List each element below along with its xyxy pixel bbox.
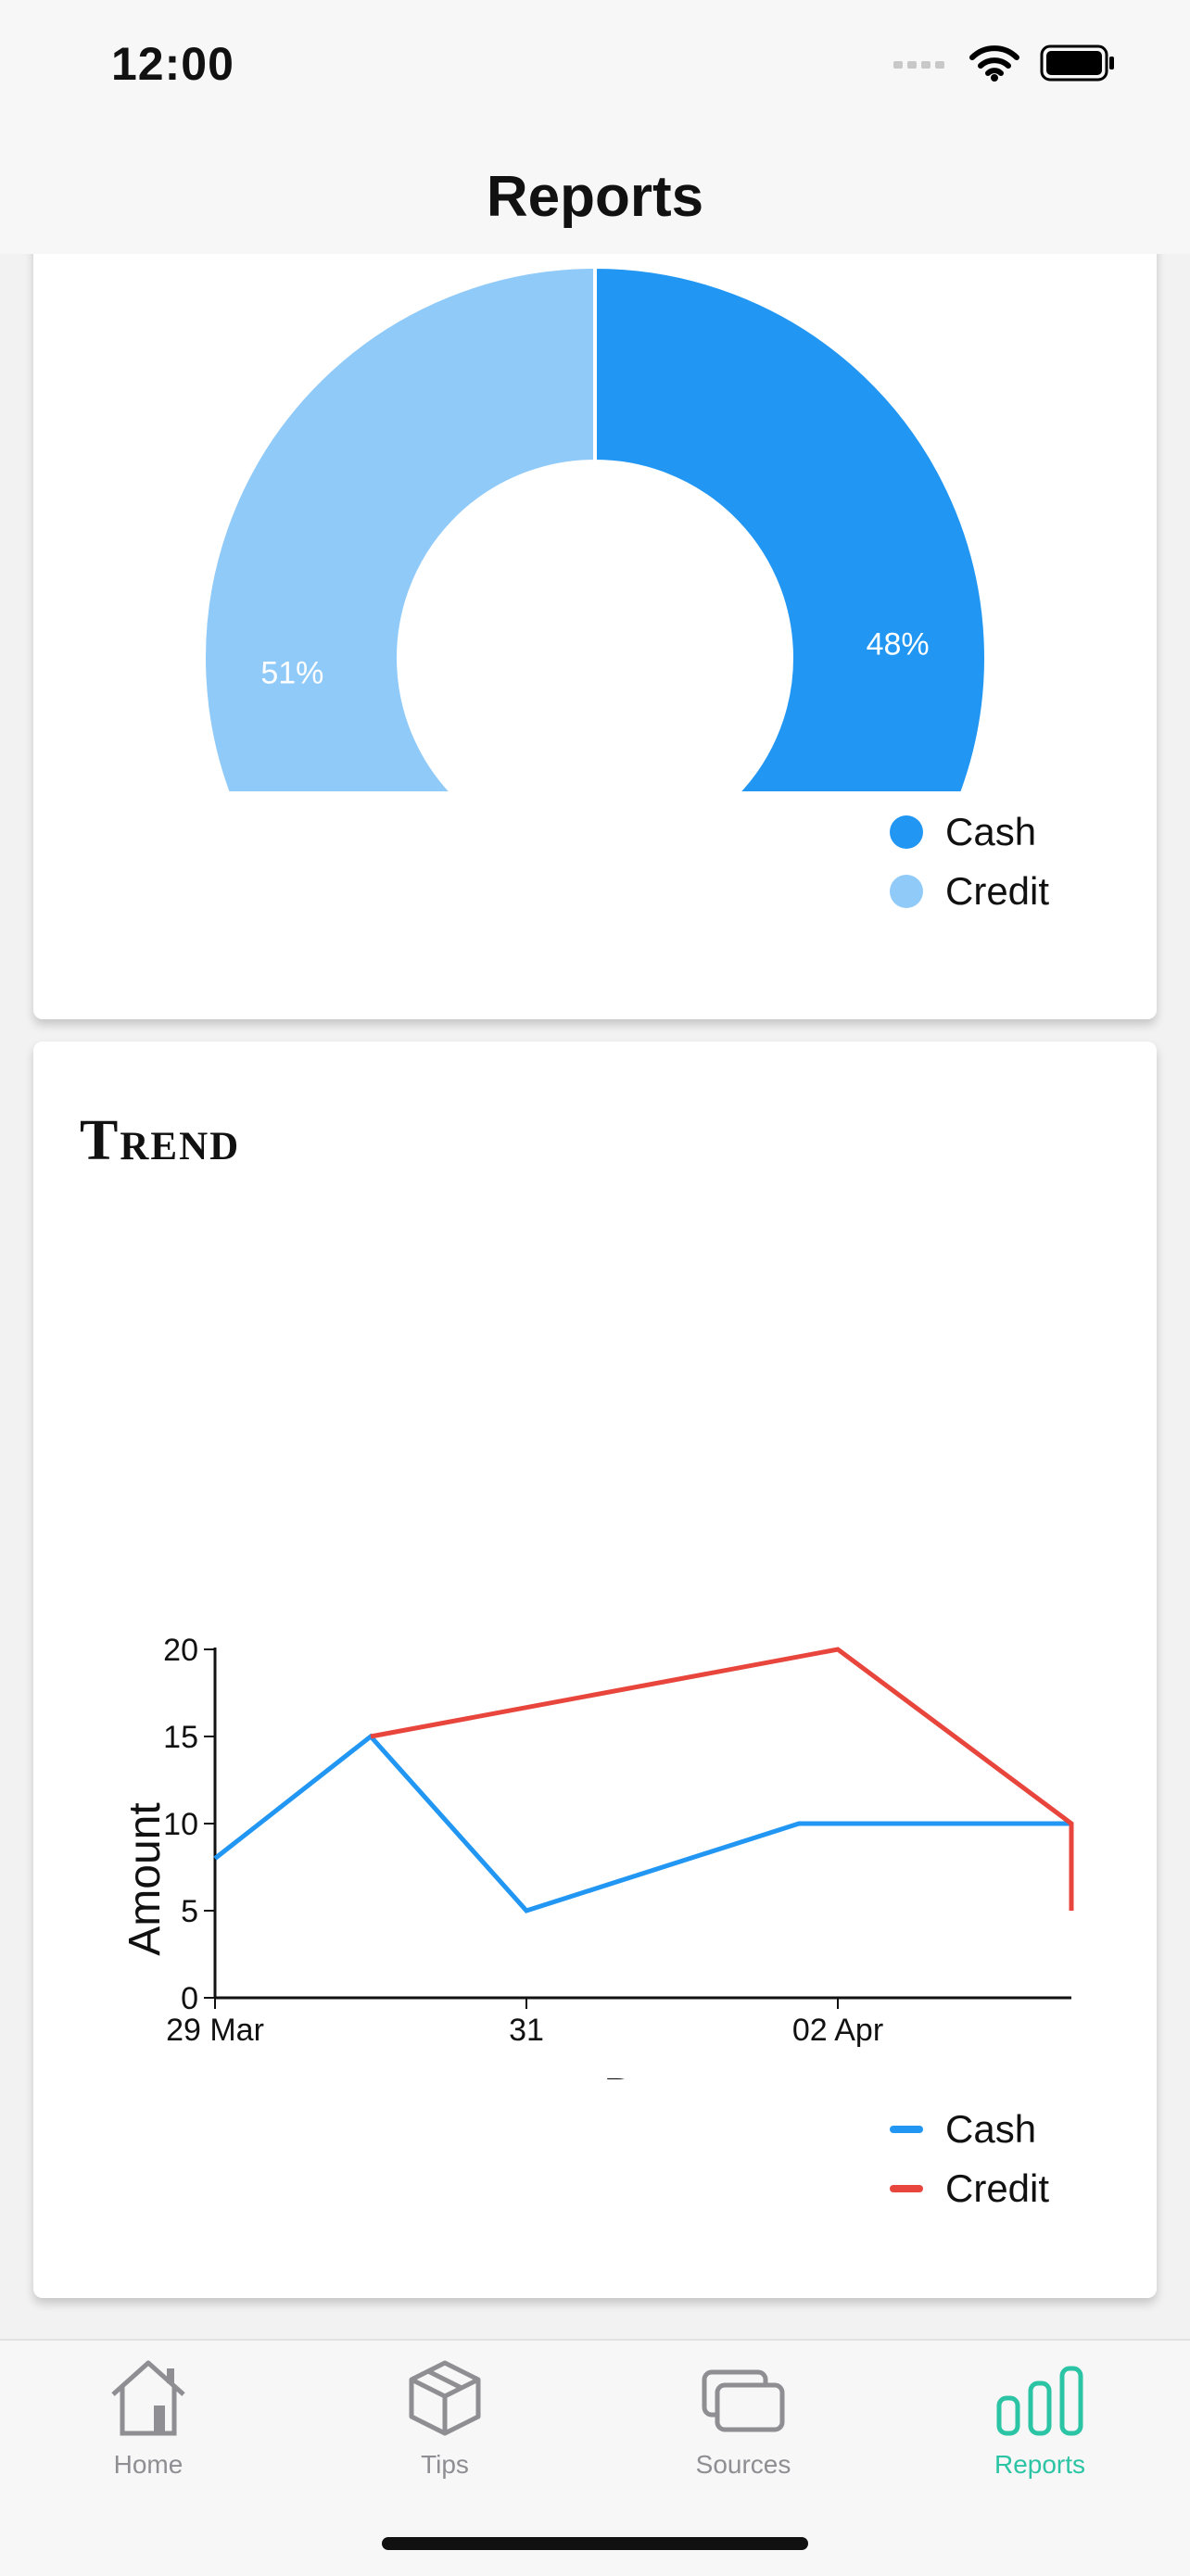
series-line-cash (213, 1733, 1071, 1913)
navigation-bar: Reports (0, 139, 1190, 256)
status-time: 12:00 (111, 38, 234, 90)
trend-legend-item-cash: Cash (890, 2107, 1049, 2152)
box-icon (409, 2360, 481, 2436)
x-tick-label: 31 (509, 2013, 544, 2048)
page-title: Reports (486, 164, 704, 229)
pie-legend-label-credit: Credit (945, 869, 1050, 913)
trend-legend-item-credit: Credit (890, 2166, 1049, 2211)
y-tick-label: 15 (163, 1720, 198, 1755)
tab-reports-label: Reports (994, 2450, 1086, 2479)
pie-chart-card: 48% 51% Cash Credit (33, 254, 1157, 1019)
home-icon (111, 2360, 185, 2436)
pie-label-cash: 48% (867, 626, 930, 662)
tab-home[interactable]: Home (0, 2354, 297, 2493)
tab-tips-label: Tips (421, 2450, 469, 2479)
pie-label-credit: 51% (260, 656, 323, 691)
tab-sources-label: Sources (695, 2450, 791, 2479)
pie-slice-cash (593, 264, 988, 791)
cash-line-icon (890, 2126, 923, 2133)
x-tick-label: 02 Apr (792, 2013, 883, 2048)
tab-reports[interactable]: Reports (892, 2354, 1188, 2493)
series-line-credit (370, 1647, 1074, 1911)
x-axis-label: Dates (603, 2070, 719, 2079)
y-tick-label: 20 (163, 1633, 198, 1668)
trend-legend-label-credit: Credit (945, 2166, 1050, 2210)
pie-legend-item-cash: Cash (890, 810, 1049, 854)
wifi-icon (969, 45, 1019, 82)
y-tick-label: 10 (163, 1807, 198, 1842)
donut-chart: 48% 51% (202, 264, 988, 791)
signal-icon (893, 61, 944, 69)
pie-legend-item-credit: Credit (890, 869, 1049, 914)
bar-chart-icon (996, 2366, 1083, 2436)
trend-legend: Cash Credit (890, 2107, 1049, 2211)
tab-sources[interactable]: Sources (595, 2354, 892, 2493)
home-indicator (382, 2537, 808, 2550)
status-icons (893, 44, 1116, 82)
trend-line-chart: 0 5 10 15 20 29 Mar 31 02 Apr Dates Amount (120, 1633, 1074, 2079)
trend-title: Trend (80, 1109, 241, 1172)
y-tick-label: 5 (181, 1894, 198, 1929)
credit-line-icon (890, 2185, 923, 2192)
cards-icon (702, 2369, 785, 2432)
y-tick-label: 0 (181, 1981, 198, 2016)
battery-icon (1040, 44, 1114, 82)
cash-dot-icon (890, 815, 923, 849)
status-bar: 12:00 (0, 0, 1190, 139)
reports-scroll-view[interactable]: 48% 51% Cash Credit Trend 0 5 10 15 20 29 Mar 3… (0, 254, 1190, 2339)
pie-slice-credit (202, 264, 597, 791)
y-axis-label: Amount (120, 1802, 170, 1955)
tab-home-label: Home (113, 2450, 184, 2479)
tab-bar: Home Tips Sources Reports (0, 2339, 1190, 2576)
x-tick-label: 29 Mar (166, 2013, 264, 2048)
trend-legend-label-cash: Cash (945, 2107, 1037, 2151)
pie-legend: Cash Credit (890, 810, 1049, 914)
credit-dot-icon (890, 875, 923, 908)
pie-legend-label-cash: Cash (945, 810, 1037, 853)
tab-tips[interactable]: Tips (297, 2354, 593, 2493)
